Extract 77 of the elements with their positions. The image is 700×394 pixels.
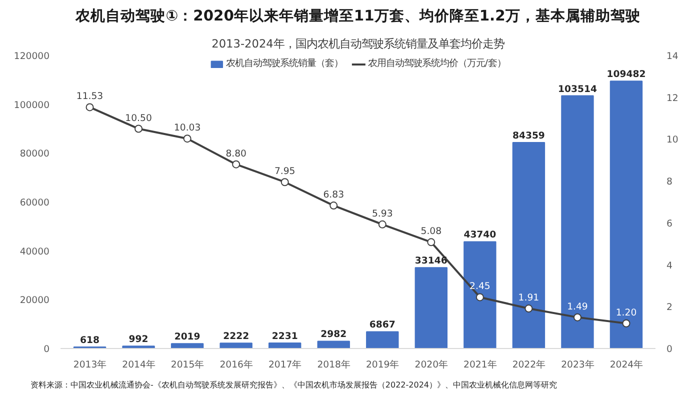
x-tick-label: 2016年 [220, 360, 252, 370]
point [524, 304, 533, 313]
data-label: 8.80 [226, 148, 247, 160]
data-label: 6.83 [323, 190, 344, 201]
y2-tick-label: 8 [666, 176, 672, 188]
data-label: 2019 [174, 332, 200, 343]
x-tick-label: 2018年 [317, 360, 350, 370]
point [86, 103, 94, 112]
point [622, 319, 630, 328]
point [330, 202, 338, 210]
data-label: 43740 [464, 230, 497, 241]
y-tick-label: 0 [44, 344, 50, 355]
data-label: 109482 [606, 69, 646, 80]
data-label: 11.53 [76, 91, 104, 102]
y-tick-label: 40000 [20, 246, 50, 258]
point [280, 178, 289, 186]
chart-title: 农机自动驾驶①：2020年以来年销量增至11万套、均价降至1.2万，基本属辅助驾驶 [74, 8, 640, 24]
legend-label: 农机自动驾驶系统销量（套） [226, 57, 343, 70]
x-tick-label: 2022年 [512, 360, 546, 370]
y-tick-label: 100000 [14, 100, 50, 111]
y2-tick-label: 14 [666, 51, 678, 62]
data-label: 5.93 [372, 208, 393, 220]
point [183, 134, 192, 143]
y2-tick-label: 6 [666, 218, 672, 230]
x-tick-label: 2015年 [170, 360, 204, 370]
data-label: 6867 [369, 320, 396, 331]
point [476, 293, 484, 302]
y2-tick-label: 10 [666, 134, 678, 146]
data-label: 10.03 [174, 122, 201, 134]
data-label: 7.95 [274, 166, 296, 178]
y-tick-label: 120000 [14, 51, 50, 62]
y2-tick-label: 4 [666, 260, 672, 272]
x-tick-label: 2019年 [366, 360, 399, 370]
point [573, 313, 582, 322]
point [232, 160, 240, 168]
bar [317, 340, 350, 348]
x-tick-label: 2023年 [561, 360, 594, 370]
point [427, 238, 436, 246]
x-tick-label: 2014年 [122, 360, 155, 370]
data-label: 10.50 [125, 112, 152, 124]
data-label: 992 [128, 334, 148, 346]
x-tick-label: 2017年 [268, 360, 302, 370]
point [378, 220, 386, 228]
data-label: 103514 [558, 84, 598, 95]
data-label: 2982 [320, 329, 347, 340]
data-label: 2222 [223, 331, 250, 342]
y2-tick-label: 2 [666, 302, 672, 314]
x-tick-label: 2013年 [73, 360, 106, 370]
data-label: 1.20 [616, 307, 637, 318]
data-label: 5.08 [420, 226, 442, 238]
x-tick-label: 2021年 [464, 360, 496, 370]
y-tick-label: 80000 [20, 148, 50, 160]
point [134, 124, 143, 133]
y2-tick-label: 12 [666, 92, 678, 104]
text: 资料来源：中国农业机械流通协会-《农机自动驾驶系统发展研究报告》、《中国农机市场发展报告（2022-2024）》、中国农业机械化信息网等研究 [30, 380, 557, 390]
data-label: 1.49 [567, 301, 588, 312]
bar [366, 331, 399, 348]
data-label: 33146 [414, 256, 448, 267]
bar [170, 343, 204, 348]
data-label: 84359 [512, 130, 545, 142]
x-tick-label: 2024年 [610, 360, 643, 370]
bar [610, 80, 643, 348]
data-label: 618 [80, 334, 100, 346]
chart-subtitle: 2013-2024年，国内农机自动驾驶系统销量及单套均价走势 [212, 36, 504, 50]
y-tick-label: 60000 [20, 198, 50, 208]
legend-label: 农用自动驾驶系统均价（万元/套） [368, 57, 506, 70]
bar [464, 241, 496, 348]
y2-tick-label: 0 [666, 344, 672, 355]
bar [561, 95, 594, 348]
data-label: 2231 [272, 331, 298, 342]
x-tick-label: 2020年 [414, 360, 448, 370]
y-tick-label: 20000 [20, 295, 50, 306]
bar [512, 142, 546, 348]
bar [268, 342, 302, 348]
data-label: 1.91 [518, 292, 540, 304]
bar [220, 342, 252, 348]
bar [414, 267, 448, 348]
